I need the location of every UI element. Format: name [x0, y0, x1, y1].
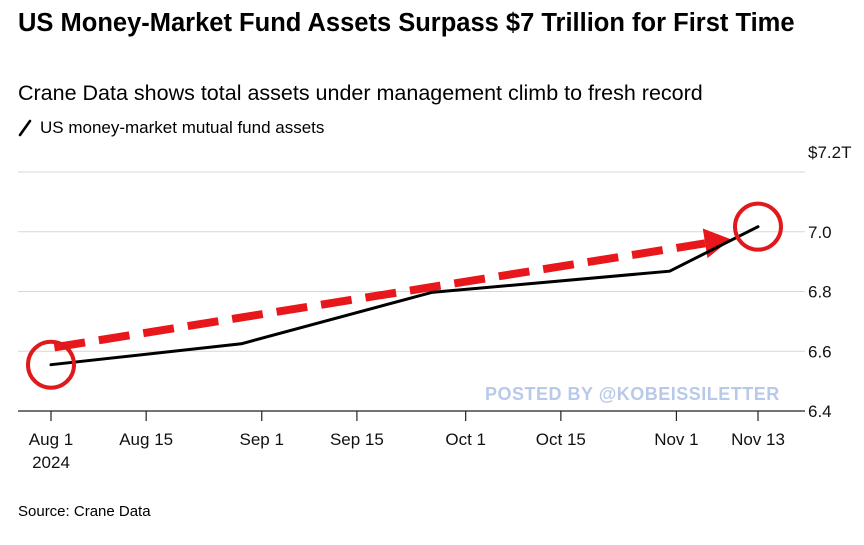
x-tick-year-label: 2024 [32, 453, 70, 472]
trend-arrow-annotation [53, 228, 731, 352]
y-axis-labels: 6.4 6.6 6.8 7.0 $7.2T [808, 143, 851, 421]
series [49, 225, 760, 367]
x-tick-label: Aug 1 [29, 430, 73, 449]
series-line [49, 225, 760, 367]
x-tick-label: Oct 15 [536, 430, 586, 449]
y-tick-label: 6.8 [808, 283, 832, 302]
x-tick-label: Oct 1 [445, 430, 486, 449]
x-tick-label: Sep 15 [330, 430, 384, 449]
x-tick-label: Aug 15 [119, 430, 173, 449]
legend-line-icon [18, 119, 32, 137]
y-tick-label: $7.2T [808, 143, 851, 162]
chart-title: US Money-Market Fund Assets Surpass $7 T… [18, 9, 795, 37]
trend-arrow-shaft [53, 239, 706, 352]
x-tick-label: Nov 1 [654, 430, 698, 449]
circle-annotations [26, 201, 783, 390]
x-tick-label: Nov 13 [731, 430, 785, 449]
y-tick-label: 6.4 [808, 402, 832, 421]
x-tick-label: Sep 1 [240, 430, 284, 449]
y-tick-label: 6.6 [808, 342, 832, 361]
legend: US money-market mutual fund assets [18, 118, 324, 138]
source-note: Source: Crane Data [18, 503, 151, 520]
x-axis: Aug 1 Aug 15 Sep 1 Sep 15 Oct 1 Oct 15 Nov 1 No… [29, 411, 785, 472]
y-tick-label: 7.0 [808, 223, 832, 242]
watermark: POSTED BY @KOBEISSILETTER [485, 384, 780, 404]
legend-label: US money-market mutual fund assets [40, 118, 325, 137]
highlight-circle [733, 201, 783, 252]
chart-subtitle: Crane Data shows total assets under mana… [18, 81, 703, 105]
highlight-circle [26, 339, 76, 390]
